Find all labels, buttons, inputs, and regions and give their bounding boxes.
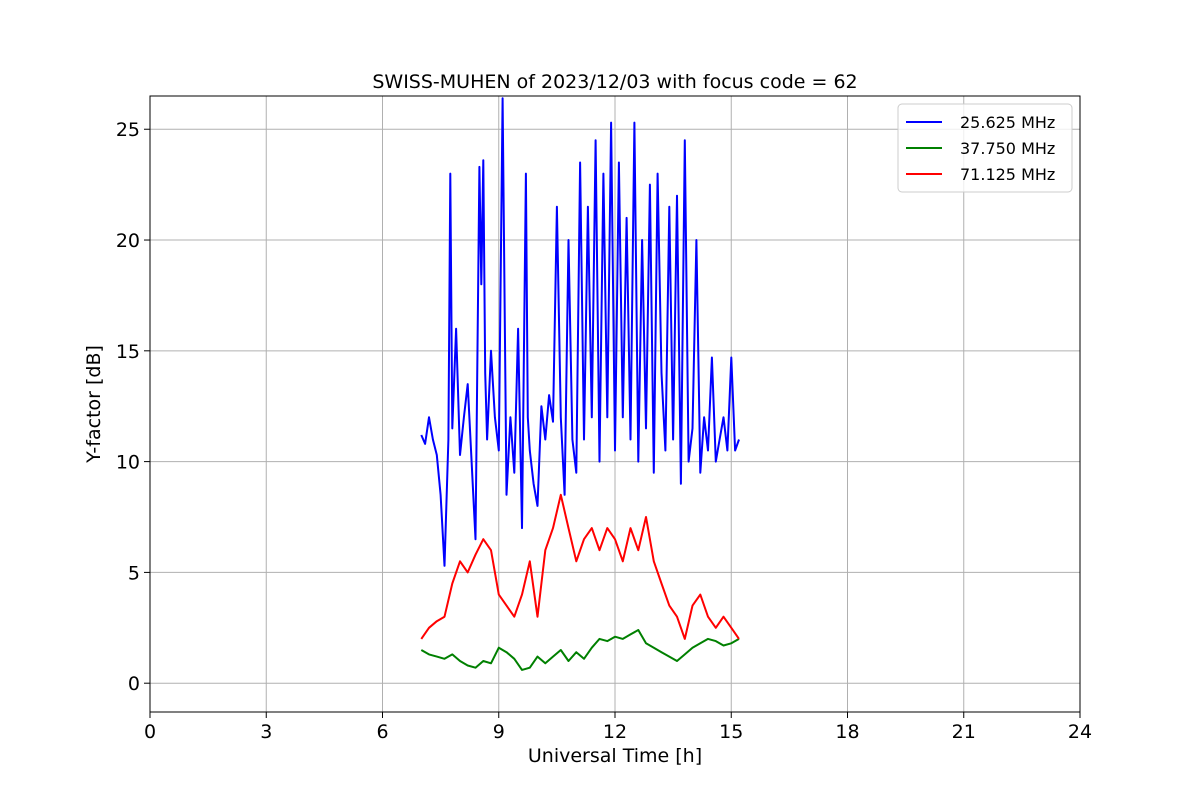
y-tick-label: 15 [116,341,140,363]
x-tick-label: 9 [493,721,505,743]
y-tick-label: 25 [116,119,140,141]
x-tick-label: 24 [1068,721,1092,743]
x-tick-label: 21 [952,721,976,743]
legend-label: 71.125 MHz [960,165,1055,184]
y-tick-label: 0 [128,673,140,695]
series-line-71-125-mhz [420,493,740,640]
series-line-25-625-mhz [420,97,740,567]
x-tick-label: 12 [603,721,627,743]
x-axis-ticks: 0 3 6 9 12 15 18 21 24 [144,712,1092,743]
legend-label: 25.625 MHz [960,113,1055,132]
plot-series [420,97,740,671]
y-axis-label: Y-factor [dB] [83,345,105,464]
legend-label: 37.750 MHz [960,139,1055,158]
x-tick-label: 6 [376,721,388,743]
x-tick-label: 15 [719,721,743,743]
y-axis-ticks: 0 5 10 15 20 25 [116,119,150,695]
chart-title: SWISS-MUHEN of 2023/12/03 with focus cod… [372,71,857,93]
x-tick-label: 0 [144,721,156,743]
y-tick-label: 5 [128,562,140,584]
y-tick-label: 10 [116,452,140,474]
y-tick-label: 20 [116,230,140,252]
x-axis-label: Universal Time [h] [528,745,702,767]
x-tick-label: 3 [260,721,272,743]
legend: 25.625 MHz 37.750 MHz 71.125 MHz [897,103,1073,193]
x-tick-label: 18 [835,721,859,743]
series-line-37-750-mhz [420,629,740,671]
legend-box [897,103,1073,193]
